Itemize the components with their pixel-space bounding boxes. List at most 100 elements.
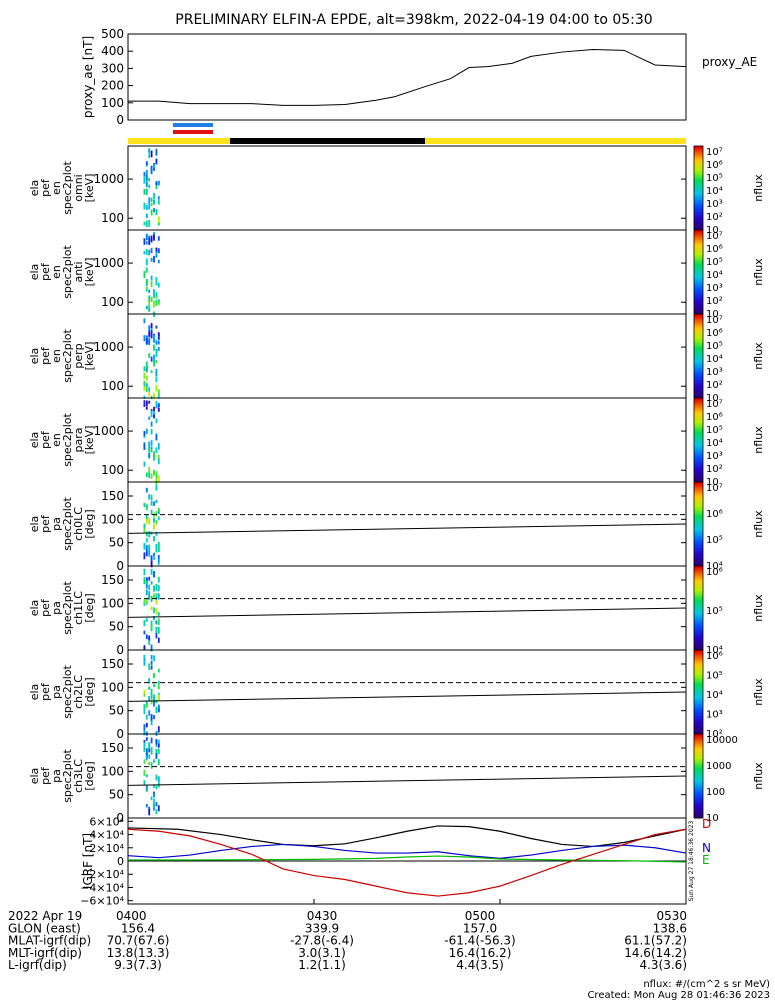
spectrogram-cell — [143, 380, 146, 387]
spectrogram-cell — [145, 375, 148, 381]
colorbar-tick-label: 10⁷ — [706, 399, 723, 410]
spectrogram-cell — [155, 748, 158, 756]
spectrogram-cell — [157, 558, 160, 563]
spectrogram-cell — [150, 203, 153, 207]
spectrogram-cell — [143, 654, 146, 658]
spectrogram-cell — [155, 184, 158, 190]
spectrogram-cell — [145, 700, 148, 706]
spectrogram-cell — [145, 305, 148, 310]
colorbar-tick-label: 10⁷ — [706, 315, 723, 326]
colorbar-segment — [694, 484, 703, 487]
colorbar-segment — [694, 479, 703, 483]
footer-row-value: 14.6(14.2) — [624, 946, 687, 960]
colorbar-segment — [694, 341, 703, 344]
panel-ylabel-line: ela — [28, 516, 41, 533]
spectrogram-cell — [150, 692, 153, 699]
spectrogram-cell — [150, 323, 153, 329]
spectrogram-cell — [150, 624, 153, 631]
footer-group: 2022 Apr 19 0400 0430 0500 0530 GLON (east) 15… — [8, 909, 770, 1000]
colorbar-segment — [694, 620, 703, 624]
colorbar-segment — [694, 370, 703, 374]
spectrogram-cell — [155, 209, 158, 215]
spectrogram-cell — [143, 177, 146, 184]
colorbar-segment — [694, 377, 703, 380]
colorbar-segment — [694, 425, 703, 428]
spectrogram-cell — [145, 249, 148, 255]
ytick-label: 100 — [101, 512, 124, 526]
spectrogram-cell — [153, 616, 155, 621]
footer-row-label: L-igrf(dip) — [8, 958, 67, 972]
colorbar-segment — [694, 801, 703, 804]
colorbar-segment — [694, 295, 703, 298]
panel-ylabel-line: [deg] — [83, 509, 96, 538]
spectrogram-cell — [148, 325, 151, 332]
spectrogram-cell — [143, 189, 146, 195]
ytick-label: 50 — [109, 788, 124, 802]
colorbar-segment — [694, 570, 703, 573]
spectrogram-cell — [150, 714, 153, 721]
spectrogram-cell — [148, 197, 151, 204]
panel-ylabel-line: ela — [28, 432, 41, 449]
spectrogram-cell — [157, 541, 160, 547]
spectrogram-cell — [145, 472, 148, 477]
spectrogram-cell — [157, 626, 160, 634]
igrf-series-line — [127, 843, 687, 859]
colorbar-tick-label: 10⁵ — [706, 606, 723, 617]
spectrogram-cell — [157, 442, 160, 450]
colorbar-segment — [694, 297, 703, 300]
colorbar-segment — [694, 423, 703, 426]
spectrogram-cell — [153, 586, 155, 592]
colorbar-segment — [694, 477, 703, 481]
spectrogram-cell — [150, 749, 153, 755]
spectrogram-cell — [153, 414, 155, 419]
spectrogram-cell — [153, 552, 155, 557]
spectrogram-cell — [153, 694, 155, 701]
spectrogram-cell — [157, 282, 160, 288]
spectrogram-cell — [148, 447, 151, 453]
loss-cone-solid-line — [127, 775, 687, 786]
spectrogram-cell — [155, 376, 158, 383]
colorbar-tick-label: 10³ — [706, 199, 723, 210]
colorbar-segment — [694, 490, 703, 493]
spectrogram-cell — [145, 487, 148, 493]
colorbar-segment — [694, 303, 703, 307]
spectrogram-cell — [157, 668, 160, 673]
colorbar-segment — [694, 771, 703, 775]
spectrogram-cell — [157, 726, 160, 733]
colorbar-segment — [694, 284, 703, 288]
ytick-label: 150 — [101, 573, 124, 587]
colorbar-segment — [694, 566, 703, 569]
footer-row-value: 61.1(57.2) — [624, 934, 687, 948]
spectrogram-cell — [143, 174, 146, 180]
spectrogram-cell — [153, 192, 155, 199]
colorbar-segment — [694, 507, 703, 510]
colorbar-segment — [694, 784, 703, 787]
footer-row-value: 138.6 — [653, 921, 687, 935]
colorbar-segment — [694, 603, 703, 607]
spectrogram-cell — [155, 632, 158, 639]
spectrogram-cell — [157, 680, 160, 685]
panel-ylabel-line: pef — [39, 682, 52, 701]
spectrogram-cell — [150, 494, 153, 500]
colorbar-segment — [694, 200, 703, 204]
colorbar-label: nflux — [752, 174, 765, 202]
colorbar-segment — [694, 631, 703, 634]
colorbar-segment — [694, 637, 703, 640]
colorbar-segment — [694, 213, 703, 216]
colorbar-tick-label: 10⁴ — [706, 186, 723, 197]
colorbar-segment — [694, 389, 703, 393]
colorbar-segment — [694, 614, 703, 617]
colorbar-segment — [694, 776, 703, 779]
spectrogram-cell — [157, 332, 160, 336]
colorbar-tick-label: 10⁵ — [706, 671, 723, 682]
ytick-label: 150 — [101, 489, 124, 503]
colorbar-segment — [694, 767, 703, 771]
colorbar-segment — [694, 238, 703, 241]
spectrogram-cell — [155, 351, 158, 357]
spectrogram-cell — [150, 717, 153, 721]
spectrogram-cell — [148, 742, 151, 747]
colorbar-tick-label: 10 — [706, 813, 719, 824]
colorbar-segment — [694, 639, 703, 643]
footer-row-value: -27.8(-6.4) — [290, 934, 354, 948]
